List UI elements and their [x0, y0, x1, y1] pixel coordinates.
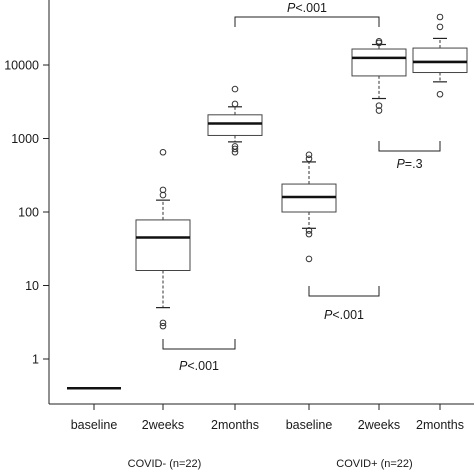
outlier-3-3: [305, 155, 313, 163]
outlier-1-0: [159, 322, 167, 330]
box-1: [135, 148, 191, 330]
y-tick-label-1: 10: [25, 279, 39, 293]
outlier-1-3: [159, 186, 167, 194]
y-tick-label-3: 1000: [11, 132, 39, 146]
box-4: [351, 38, 407, 114]
box-2: [207, 85, 263, 156]
p-value-label-1: P<.001: [287, 1, 327, 15]
outlier-2-2: [231, 143, 239, 150]
y-tick-label-2: 100: [18, 206, 39, 220]
outlier-4-3: [375, 38, 383, 45]
y-tick-label-4: 10000: [4, 59, 39, 73]
box-5: [412, 13, 468, 98]
outlier-3-1: [305, 230, 313, 238]
iqr-box-5: [412, 47, 468, 74]
p-value-label-2: P<.001: [324, 308, 364, 322]
iqr-box-1: [135, 219, 191, 271]
significance-bracket-2: P<.001: [308, 286, 380, 322]
outlier-3-0: [305, 255, 313, 263]
iqr-box-4: [351, 48, 407, 77]
bracket-line-1: [234, 16, 380, 27]
bracket-line-2: [308, 286, 380, 297]
p-value-label-3: P=.3: [396, 157, 422, 171]
significance-bracket-0: P<.001: [162, 339, 236, 373]
y-tick-label-0: 1: [32, 353, 39, 367]
outlier-5-1: [436, 23, 444, 31]
x-tick-label-3: baseline: [286, 418, 333, 432]
outlier-5-2: [436, 13, 444, 21]
bracket-line-0: [162, 339, 236, 350]
outlier-5-0: [436, 90, 444, 98]
x-tick-label-5: 2months: [416, 418, 464, 432]
outlier-1-4: [159, 148, 167, 156]
outlier-2-1: [231, 145, 239, 153]
outlier-1-1: [159, 319, 167, 327]
group-label-0: COVID- (n=22): [128, 458, 202, 470]
p-value-label-0: P<.001: [179, 359, 219, 373]
significance-bracket-3: P=.3: [378, 141, 441, 171]
x-tick-label-4: 2weeks: [358, 418, 400, 432]
outlier-3-2: [305, 227, 313, 234]
significance-bracket-1: P<.001: [234, 1, 380, 27]
x-tick-label-1: 2weeks: [142, 418, 184, 432]
x-tick-label-2: 2months: [211, 418, 259, 432]
bracket-line-3: [378, 141, 441, 152]
outlier-2-3: [231, 100, 239, 108]
box-3: [281, 151, 337, 263]
outlier-4-1: [375, 102, 383, 109]
iqr-box-2: [207, 114, 263, 136]
group-label-1: COVID+ (n=22): [336, 458, 412, 470]
outlier-2-4: [231, 85, 239, 93]
outlier-4-0: [375, 107, 383, 114]
outlier-3-4: [305, 151, 313, 159]
x-tick-label-0: baseline: [71, 418, 118, 432]
